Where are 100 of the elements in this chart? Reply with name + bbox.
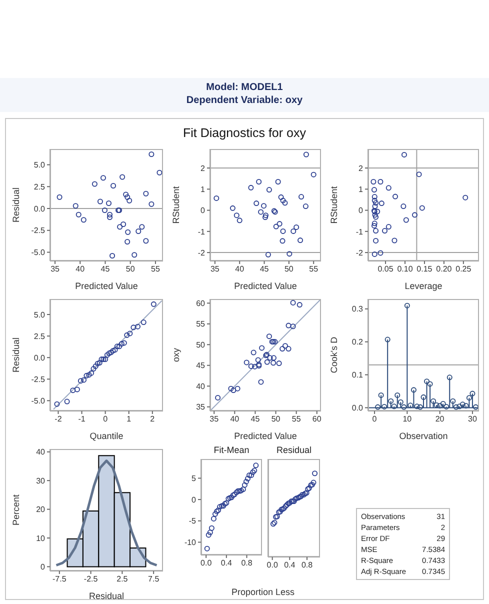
point xyxy=(234,386,240,392)
x-tick-label: 40 xyxy=(235,264,245,274)
point xyxy=(427,381,433,387)
point xyxy=(437,402,443,408)
point xyxy=(124,332,130,338)
point xyxy=(378,392,384,398)
y-tick-label: 0.3 xyxy=(352,304,364,314)
point xyxy=(245,476,251,482)
point xyxy=(472,404,478,410)
y-tick-label: -5.0 xyxy=(31,248,46,258)
x-tick-label: 1 xyxy=(126,414,132,424)
y-tick-label: 0.0 xyxy=(34,204,46,214)
x-axis-title: Leverage xyxy=(404,281,442,291)
x-tick-label: 50 xyxy=(284,264,294,274)
point xyxy=(56,194,62,200)
point xyxy=(303,152,309,158)
x-tick-label: 55 xyxy=(151,264,160,274)
point xyxy=(394,392,400,398)
x-tick-label: 45 xyxy=(250,414,260,424)
point xyxy=(264,359,270,365)
y-tick-label: 0.0 xyxy=(352,404,364,413)
point xyxy=(140,320,146,326)
point xyxy=(310,172,316,178)
point xyxy=(106,350,112,356)
point xyxy=(370,179,376,185)
point xyxy=(110,348,116,354)
point xyxy=(410,387,416,393)
point xyxy=(312,470,318,476)
point xyxy=(414,404,420,410)
x-tick-label: 0.0 xyxy=(266,560,278,570)
point xyxy=(250,350,256,356)
point xyxy=(386,224,392,230)
point xyxy=(430,398,436,404)
point xyxy=(234,212,240,218)
y-tick-label: 1 xyxy=(200,184,206,194)
point xyxy=(265,252,271,258)
point xyxy=(392,194,398,200)
point xyxy=(298,238,304,244)
y-tick-label: 60 xyxy=(196,298,206,308)
point xyxy=(228,386,234,392)
point xyxy=(463,402,469,408)
point xyxy=(230,388,236,394)
x-tick-label: 55 xyxy=(292,414,302,424)
x-tick-label: 35 xyxy=(50,264,60,274)
point xyxy=(54,401,60,407)
point xyxy=(400,204,406,210)
point xyxy=(280,198,286,204)
y-tick-label: 0.2 xyxy=(352,338,364,347)
point xyxy=(252,364,258,370)
point xyxy=(372,204,378,210)
point xyxy=(280,228,286,234)
point xyxy=(110,183,116,188)
y-tick-label: -1 xyxy=(198,227,206,236)
x-tick-label: 30 xyxy=(468,414,478,424)
x-tick-label: 50 xyxy=(271,414,281,424)
point xyxy=(150,301,156,307)
point xyxy=(391,404,397,410)
point xyxy=(424,378,430,384)
point xyxy=(401,152,407,158)
point xyxy=(248,472,254,478)
y-tick-label: 5.0 xyxy=(34,310,46,320)
point xyxy=(81,377,87,383)
point xyxy=(136,228,142,234)
x-axis-title: Predicted Value xyxy=(234,431,297,441)
point xyxy=(276,221,282,227)
point xyxy=(110,253,116,258)
point xyxy=(420,394,426,400)
point xyxy=(378,200,384,206)
point xyxy=(106,200,112,206)
point xyxy=(450,398,456,404)
point xyxy=(280,346,286,352)
point xyxy=(104,352,110,358)
x-tick-label: 45 xyxy=(260,264,270,274)
point xyxy=(148,201,154,207)
y-axis-title: RStudent xyxy=(171,186,182,224)
y-tick-label: 20 xyxy=(36,505,46,514)
point xyxy=(290,228,296,234)
point xyxy=(434,402,440,408)
point xyxy=(112,347,118,353)
point xyxy=(416,172,422,178)
point xyxy=(275,179,281,185)
x-tick-label: 35 xyxy=(210,264,220,274)
y-tick-label: 0.1 xyxy=(352,370,364,380)
point xyxy=(100,356,106,362)
point xyxy=(120,174,126,180)
point xyxy=(80,217,86,223)
point xyxy=(286,346,292,352)
point xyxy=(373,228,379,234)
x-tick-label: 20 xyxy=(435,414,445,424)
x-tick-label: 7.5 xyxy=(148,574,160,584)
y-tick-label: 0 xyxy=(358,206,364,216)
point xyxy=(84,372,90,378)
point xyxy=(204,546,210,552)
y-axis-title: Residual xyxy=(11,187,22,223)
point xyxy=(88,370,94,376)
point xyxy=(401,404,407,410)
point xyxy=(212,511,218,517)
point xyxy=(382,228,388,234)
y-tick-label: -5 xyxy=(188,516,197,526)
x-tick-label: 0.4 xyxy=(220,558,233,568)
